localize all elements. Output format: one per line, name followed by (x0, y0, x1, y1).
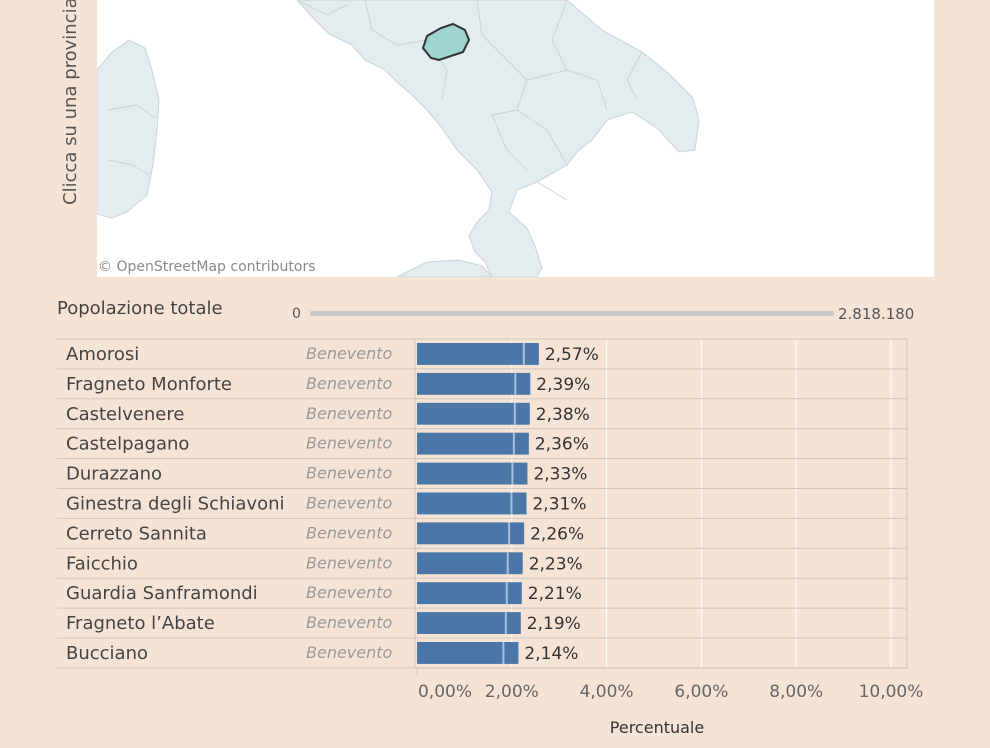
bar-reference-mark (504, 612, 507, 634)
sicily-region (396, 259, 493, 277)
bar[interactable] (417, 372, 531, 395)
bar-value-label: 2,23% (529, 554, 583, 574)
bar-reference-mark (506, 552, 509, 575)
bar-value-label: 2,19% (527, 614, 581, 634)
sardinia-region (97, 39, 160, 219)
bar-reference-mark (512, 432, 515, 455)
bar-reference-mark (511, 462, 514, 485)
comune-name: Fragneto l’Abate (66, 613, 215, 634)
comune-name: Ginestra degli Schiavoni (66, 494, 285, 515)
population-filter-label: Popolazione totale (57, 298, 223, 319)
x-tick-label: 0,00% (418, 682, 472, 702)
comune-name: Durazzano (66, 464, 162, 485)
map-canvas[interactable] (97, 0, 934, 277)
bar[interactable] (417, 522, 525, 545)
comune-name: Guardia Sanframondi (66, 583, 258, 604)
provincia-name: Benevento (306, 643, 393, 662)
provincia-name: Benevento (306, 434, 393, 453)
bar[interactable] (417, 432, 529, 455)
provincia-name: Benevento (306, 523, 393, 542)
bar-reference-mark (522, 343, 525, 365)
bar-reference-mark (510, 492, 513, 515)
provincia-name: Benevento (306, 464, 393, 483)
x-tick-label: 8,00% (769, 682, 823, 702)
bar-reference-mark (514, 372, 517, 395)
x-tick-label: 2,00% (485, 682, 539, 702)
bar[interactable] (417, 552, 523, 575)
comune-name: Bucciano (66, 643, 148, 664)
x-tick-label: 6,00% (674, 682, 728, 702)
bar-value-label: 2,33% (533, 465, 587, 485)
population-min-label: 0 (292, 306, 301, 322)
bar-value-label: 2,14% (524, 644, 578, 664)
x-tick-label: 10,00% (859, 682, 924, 702)
mainland-region (296, 0, 700, 277)
province-borders (296, 0, 643, 201)
comune-name: Fragneto Monforte (66, 374, 232, 395)
x-axis-title: Percentuale (610, 718, 704, 737)
bar[interactable] (417, 582, 522, 605)
bar-value-label: 2,21% (528, 584, 582, 604)
provincia-name: Benevento (306, 344, 393, 363)
province-map[interactable]: © OpenStreetMap contributors (97, 0, 934, 277)
map-credit: © OpenStreetMap contributors (98, 259, 316, 275)
comune-name: Castelpagano (66, 434, 189, 455)
bar[interactable] (417, 343, 539, 365)
x-tick-label: 4,00% (580, 682, 634, 702)
bar[interactable] (417, 642, 519, 664)
bar-reference-mark (508, 522, 511, 545)
bar-value-label: 2,36% (535, 435, 589, 455)
bar[interactable] (417, 402, 530, 425)
bar-value-label: 2,26% (530, 524, 584, 544)
bar-reference-mark (505, 582, 508, 605)
provincia-name: Benevento (306, 374, 393, 393)
provincia-name: Benevento (306, 583, 393, 602)
comune-name: Cerreto Sannita (66, 523, 207, 544)
sardinia-borders (106, 104, 156, 176)
provincia-name: Benevento (306, 613, 393, 632)
provincia-name: Benevento (306, 404, 393, 423)
bar-reference-mark (513, 402, 516, 425)
bar-value-label: 2,57% (545, 345, 599, 365)
comune-name: Castelvenere (66, 404, 184, 425)
bar-value-label: 2,39% (536, 375, 590, 395)
bar-value-label: 2,38% (536, 405, 590, 425)
selected-province-benevento[interactable] (421, 22, 471, 62)
bar-reference-mark (502, 642, 505, 664)
comune-name: Amorosi (66, 344, 139, 365)
provincia-name: Benevento (306, 494, 393, 513)
bar[interactable] (417, 612, 521, 634)
bar-value-label: 2,31% (532, 495, 586, 515)
comune-name: Faicchio (66, 553, 138, 574)
bar[interactable] (417, 462, 528, 485)
bar[interactable] (417, 492, 527, 515)
population-range-slider[interactable] (310, 311, 834, 316)
provincia-name: Benevento (306, 553, 393, 572)
population-max-label: 2.818.180 (838, 305, 915, 323)
